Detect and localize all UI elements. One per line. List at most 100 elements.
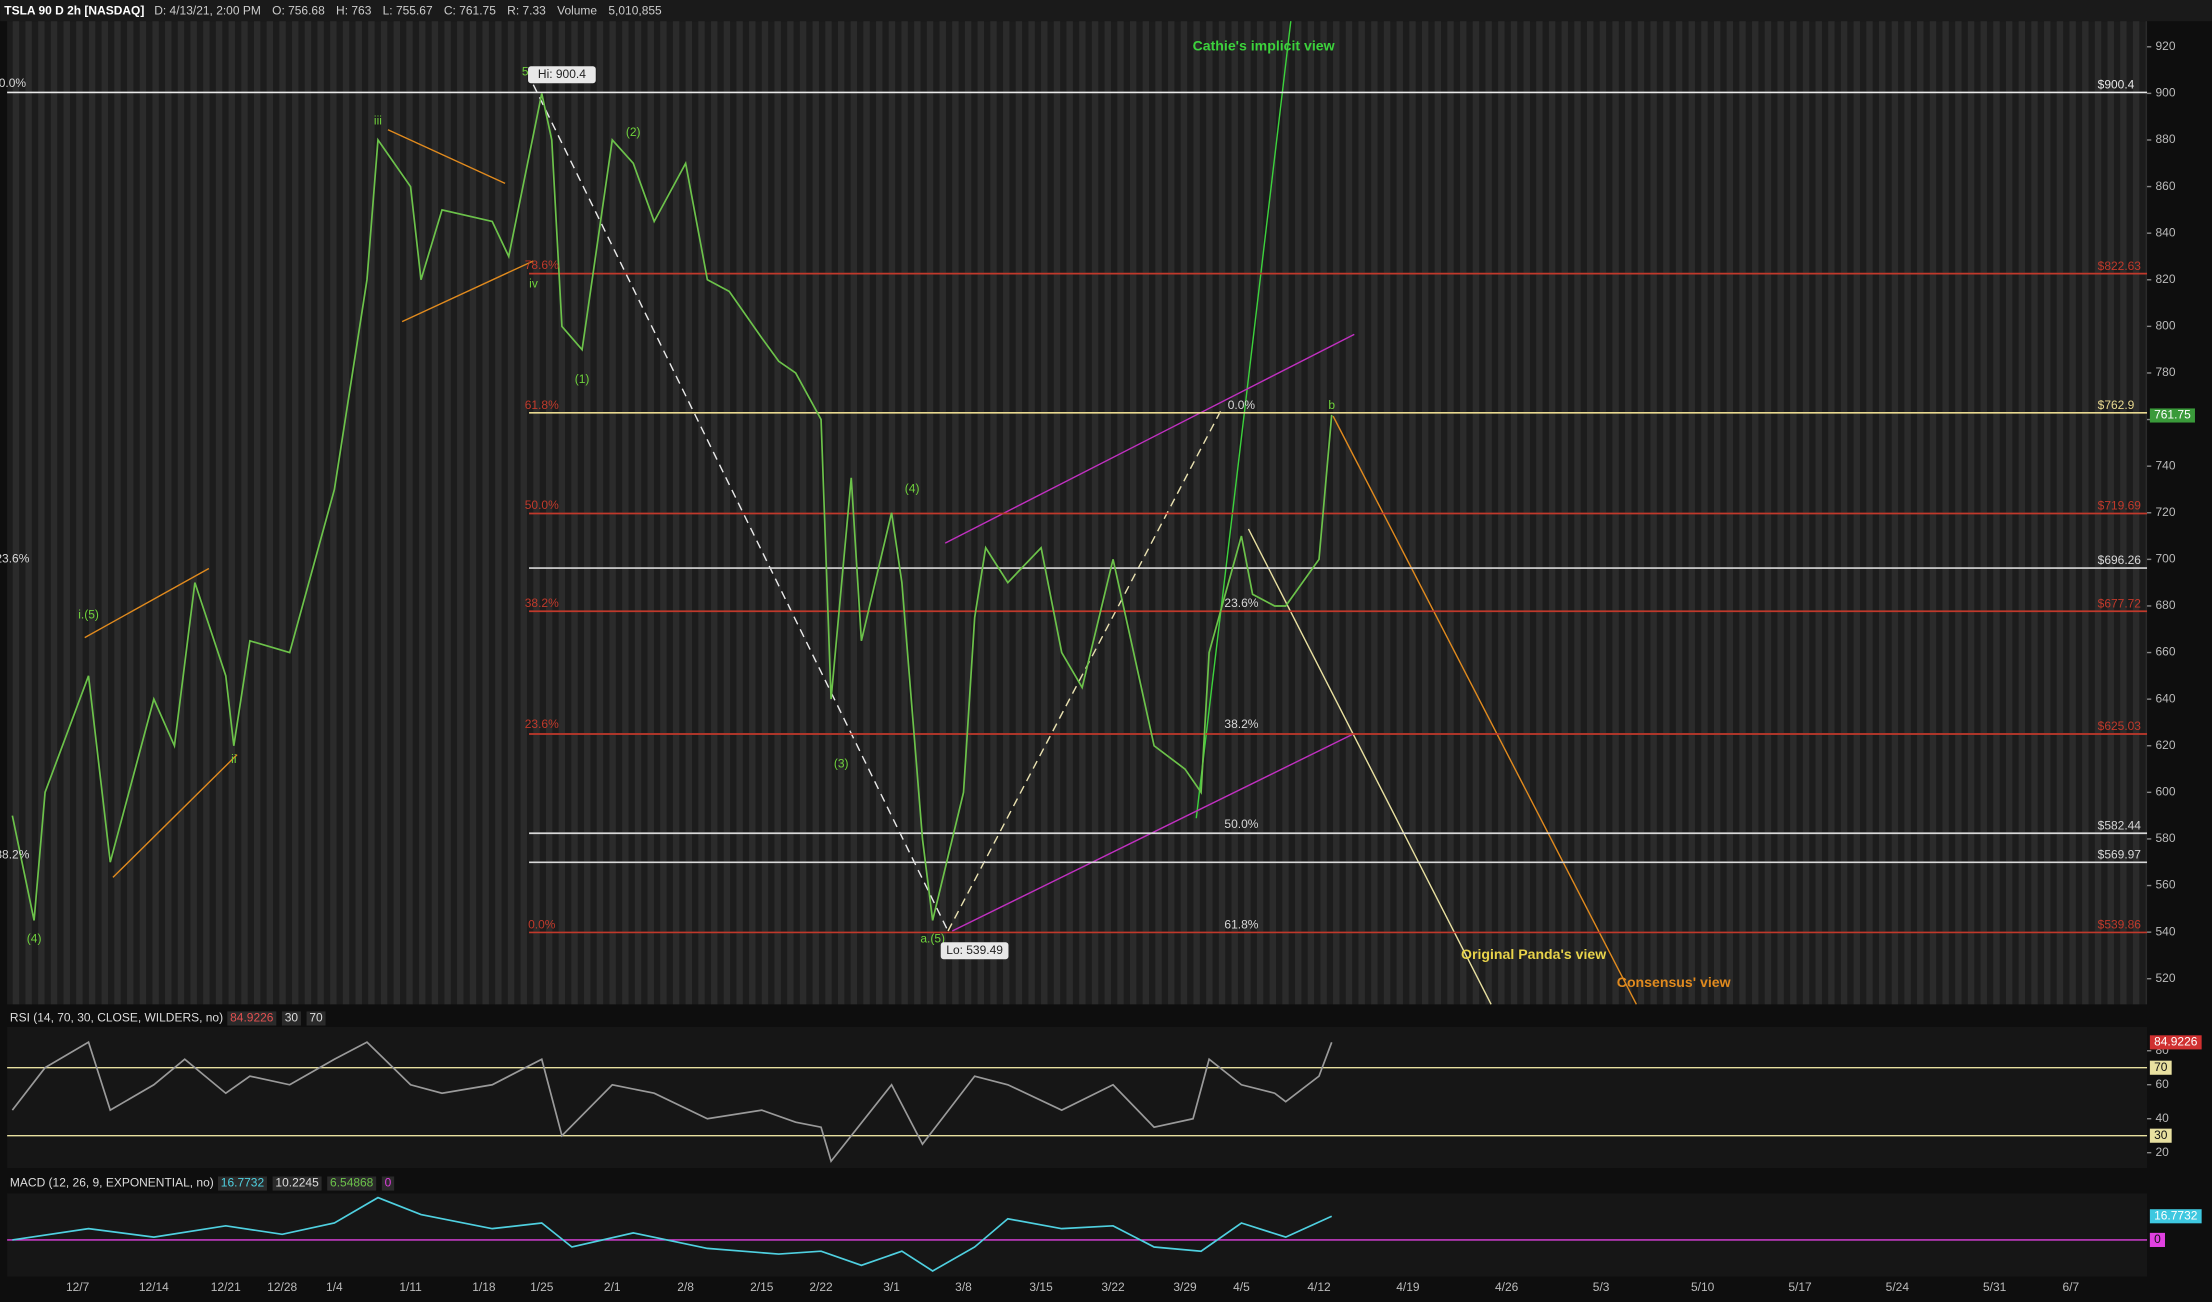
annotation: 61.8%: [1224, 917, 1258, 931]
y-tick-label: 560: [2155, 878, 2175, 892]
annotation: 50.0%: [1224, 817, 1258, 831]
wave-line: [532, 84, 949, 932]
readout-box: [281, 1011, 301, 1026]
x-tick-label: 2/15: [750, 1280, 774, 1294]
readout-box: [272, 1176, 322, 1191]
readout-box: [381, 1176, 395, 1191]
x-tick-label: 5/3: [1593, 1280, 1610, 1294]
level-label: $582.44: [2098, 818, 2142, 832]
drawings: [84, 21, 1638, 1005]
annotation: 50.0%: [525, 498, 559, 512]
annotation: 38.2%: [0, 847, 30, 861]
y-tick-label: 740: [2155, 458, 2175, 472]
series-line: [11, 1040, 1333, 1164]
annotation: 5: [522, 65, 529, 79]
last-value-box: [2149, 1209, 2202, 1224]
y-tick-label: 880: [2155, 132, 2175, 146]
annotation: Lo: 539.49: [946, 943, 1003, 957]
annotation: Consensus' view: [1617, 974, 1731, 990]
annotation: (4): [27, 931, 42, 945]
y-tick-label: 640: [2155, 691, 2175, 705]
rsi-pane: [7, 1026, 2148, 1168]
y-tick-label: 700: [2155, 552, 2175, 566]
header-info: Volume: [557, 3, 597, 17]
x-tick-label: 2/8: [677, 1280, 694, 1294]
projection-line: [1195, 21, 1292, 819]
y-tick-label: 920: [2155, 39, 2175, 53]
last-value: 84.9226: [2154, 1035, 2198, 1049]
readout: 70: [309, 1011, 323, 1025]
header-info: H: 763: [336, 3, 372, 17]
x-tick-label: 12/14: [139, 1280, 169, 1294]
level-label: $719.69: [2098, 499, 2142, 513]
annotation: iv: [529, 277, 538, 291]
y-tick-label: 60: [2155, 1077, 2169, 1091]
annotation: 38.2%: [525, 596, 559, 610]
last-value: 16.7732: [2154, 1208, 2198, 1222]
readout: 0: [385, 1176, 392, 1190]
annotation: 0.0%: [1228, 398, 1256, 412]
y-tick-label: 800: [2155, 319, 2175, 333]
x-tick-label: 4/19: [1396, 1280, 1420, 1294]
series-line: [11, 93, 1333, 921]
x-tick-label: 12/7: [66, 1280, 90, 1294]
level-label: $696.26: [2098, 553, 2142, 567]
x-tick-label: 12/21: [211, 1280, 241, 1294]
y-tick-label: 780: [2155, 365, 2175, 379]
level-value: 0: [2154, 1232, 2161, 1246]
annotation: iii: [374, 114, 382, 128]
annotation: Cathie's implicit view: [1193, 38, 1335, 54]
readout-box: [327, 1176, 377, 1191]
y-tick-label: 540: [2155, 924, 2175, 938]
x-tick-label: 4/12: [1307, 1280, 1331, 1294]
level-label: $539.86: [2098, 918, 2142, 932]
header-info: C: 761.75: [444, 3, 496, 17]
annotation: 23.6%: [1224, 596, 1258, 610]
level-value-box: [2149, 1060, 2172, 1075]
annotation: (3): [834, 757, 849, 771]
x-tick-label: 3/1: [883, 1280, 900, 1294]
macd-pane: [7, 1193, 2148, 1277]
channel-line: [951, 732, 1355, 932]
x-tick-label: 3/22: [1101, 1280, 1125, 1294]
annotation: 61.8%: [525, 398, 559, 412]
y-tick-label: 660: [2155, 645, 2175, 659]
last-value-box: [2149, 1035, 2202, 1050]
readout: 16.7732: [221, 1176, 265, 1190]
annotation: (4): [905, 482, 920, 496]
wedge-line: [387, 129, 506, 185]
header-bar: [0, 0, 2212, 22]
level-label: $569.97: [2098, 847, 2142, 861]
series-line: [12, 1196, 1333, 1272]
level-value-box: [2149, 1232, 2165, 1247]
y-tick-label: 20: [2155, 1145, 2169, 1159]
level-label: $677.72: [2098, 596, 2142, 610]
wedge-line: [112, 754, 238, 878]
y-tick-label: 840: [2155, 225, 2175, 239]
readout-box: [217, 1176, 267, 1191]
x-tick-label: 2/1: [604, 1280, 621, 1294]
x-tick-label: 1/18: [472, 1280, 496, 1294]
level-value: 70: [2154, 1060, 2168, 1074]
header-info: 5,010,855: [608, 3, 662, 17]
y-tick-label: 520: [2155, 971, 2175, 985]
annotation: 38.2%: [1224, 717, 1258, 731]
annotation: Original Panda's view: [1461, 946, 1606, 962]
x-tick-label: 1/25: [530, 1280, 554, 1294]
x-tick-label: 3/29: [1173, 1280, 1197, 1294]
channel-line: [944, 333, 1355, 544]
macd-title: MACD (12, 26, 9, EXPONENTIAL, no): [10, 1176, 214, 1190]
y-tick-label: 720: [2155, 505, 2175, 519]
y-tick-label: 580: [2155, 831, 2175, 845]
readout: 30: [285, 1011, 299, 1025]
annotation: (2): [626, 125, 641, 139]
x-tick-label: 4/5: [1233, 1280, 1250, 1294]
readout: 10.2245: [275, 1176, 319, 1190]
readout-box: [306, 1011, 326, 1026]
x-tick-label: 3/8: [955, 1280, 972, 1294]
rsi-title: RSI (14, 70, 30, CLOSE, WILDERS, no): [10, 1011, 223, 1025]
annotation: i.(5): [78, 607, 99, 621]
last-value-box: [2149, 408, 2195, 423]
chart-title: TSLA 90 D 2h [NASDAQ]: [4, 3, 144, 17]
